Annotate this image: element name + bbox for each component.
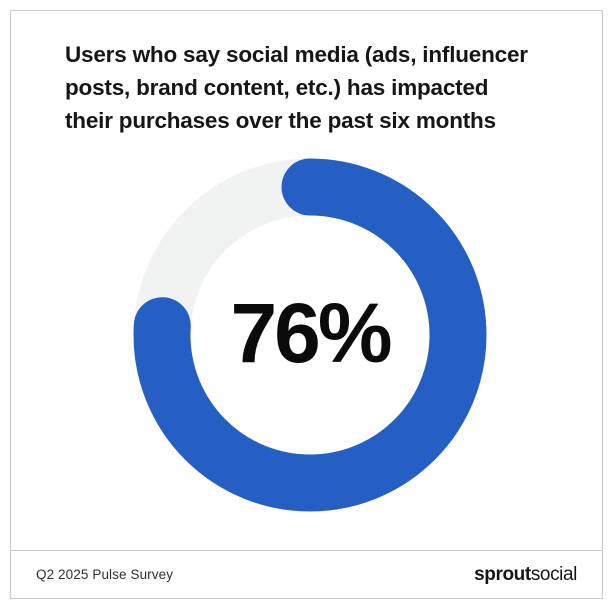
source-label: Q2 2025 Pulse Survey bbox=[36, 567, 174, 582]
logo-text-sprout: sprout bbox=[474, 563, 531, 585]
chart-title-line-2: posts, brand content, etc.) has impacted bbox=[65, 75, 489, 100]
donut-chart: 76% bbox=[132, 157, 488, 513]
chart-title-line-1: Users who say social media (ads, influen… bbox=[65, 42, 528, 67]
donut-progress-arc bbox=[133, 158, 487, 512]
card-footer: Q2 2025 Pulse Survey sproutsocial bbox=[11, 550, 602, 598]
donut-center-value: 76% bbox=[230, 285, 392, 380]
chart-title-line-3: their purchases over the past six months bbox=[65, 108, 496, 133]
stat-card: Users who say social media (ads, influen… bbox=[10, 10, 603, 599]
logo-text-social: social bbox=[530, 563, 578, 585]
sprout-social-logo: sproutsocial bbox=[474, 564, 577, 586]
donut-chart-svg bbox=[133, 158, 487, 512]
chart-title: Users who say social media (ads, influen… bbox=[65, 38, 562, 137]
